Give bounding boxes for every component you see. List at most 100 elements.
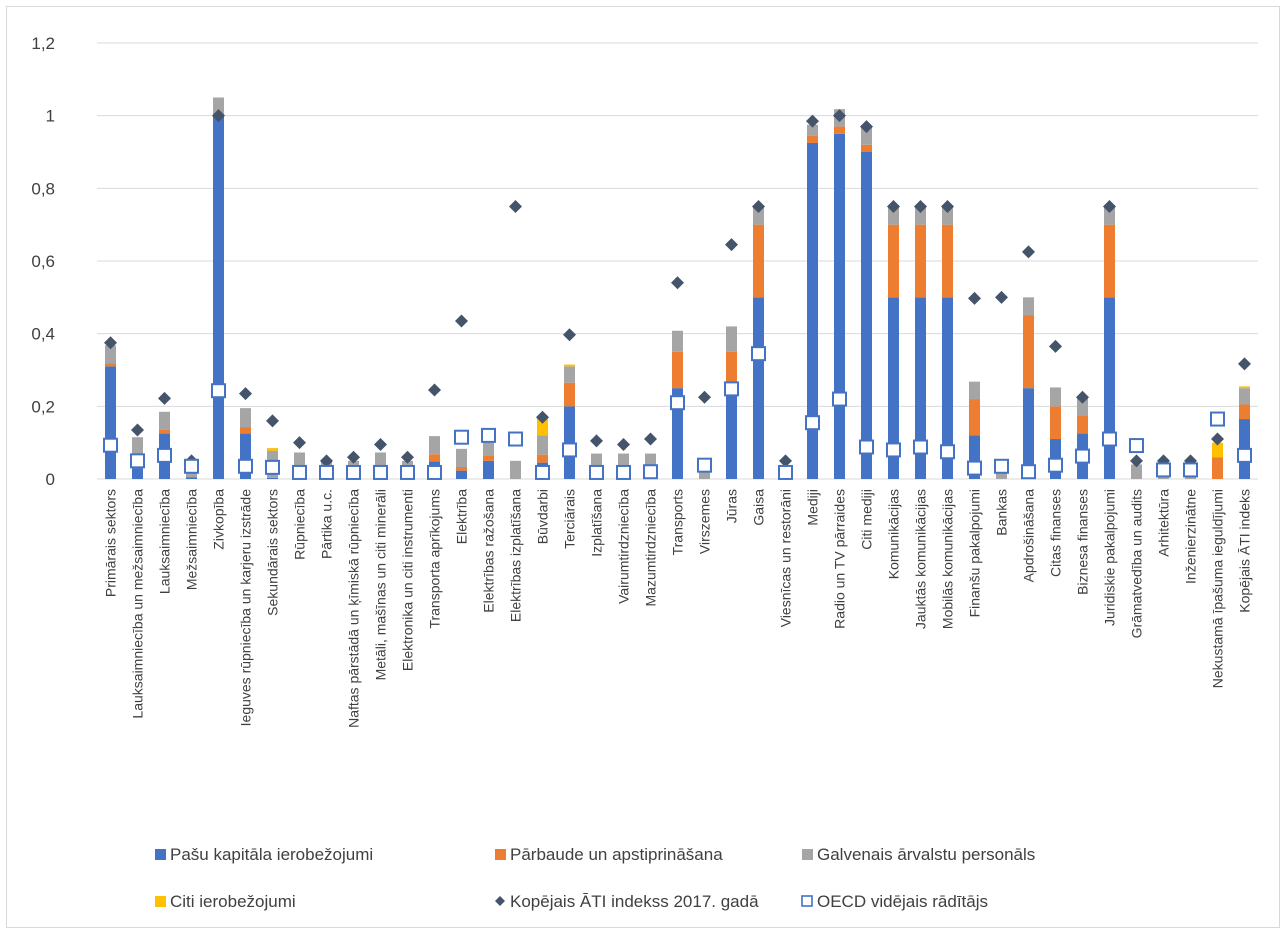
square-marker bbox=[481, 427, 496, 443]
legend-swatch bbox=[802, 849, 813, 860]
category-label: Grāmatvedība un audits bbox=[1129, 489, 1145, 638]
bar-segment bbox=[1104, 297, 1115, 479]
square-marker bbox=[697, 457, 712, 473]
square-marker bbox=[616, 464, 631, 480]
square-marker bbox=[967, 460, 982, 476]
bar-segment bbox=[186, 477, 197, 479]
bar-segment bbox=[1104, 224, 1115, 298]
category-label: Nekustamā īpašuma ieguldījumi bbox=[1210, 489, 1226, 688]
category-label: Jauktās komunikācijas bbox=[913, 489, 929, 629]
legend-swatch bbox=[801, 895, 813, 907]
category-label: Transporta aprīkojums bbox=[427, 489, 443, 629]
bar-segment bbox=[159, 411, 170, 430]
y-tick-label: 0,8 bbox=[31, 179, 55, 198]
category-label: Biznesa finanses bbox=[1075, 489, 1091, 595]
bar-segment bbox=[240, 433, 251, 479]
bar-segment bbox=[213, 97, 224, 116]
square-marker bbox=[292, 464, 307, 480]
bar-segment bbox=[564, 366, 575, 383]
diamond-marker bbox=[860, 120, 873, 134]
category-label: Metāli, mašīnas un citi minerāli bbox=[373, 489, 389, 680]
y-tick-label: 0 bbox=[46, 470, 55, 489]
chart-frame bbox=[6, 6, 1280, 928]
category-label: Elektrības ražošana bbox=[481, 489, 497, 613]
bar-segment bbox=[672, 351, 683, 389]
category-label: Pārtika u.c. bbox=[319, 489, 335, 559]
diamond-marker bbox=[509, 200, 522, 213]
square-marker bbox=[778, 464, 793, 480]
square-marker bbox=[1075, 448, 1090, 464]
bar-segment bbox=[456, 448, 467, 468]
bar-segment bbox=[915, 206, 926, 225]
bar-segment bbox=[1023, 297, 1034, 316]
bar-segment bbox=[456, 470, 467, 479]
category-label: Komunikācijas bbox=[886, 489, 902, 579]
bar-segment bbox=[672, 388, 683, 479]
bar-segment bbox=[699, 469, 710, 479]
square-marker bbox=[832, 391, 847, 407]
bar-segment bbox=[132, 468, 143, 479]
square-marker bbox=[643, 464, 658, 480]
diamond-marker bbox=[698, 390, 711, 404]
bar-segment bbox=[240, 427, 251, 434]
square-marker bbox=[1210, 411, 1225, 427]
bar-segment bbox=[888, 297, 899, 479]
bar-segment bbox=[105, 345, 116, 364]
category-label: Bankas bbox=[994, 489, 1010, 536]
diamond-marker bbox=[1049, 339, 1062, 353]
square-marker bbox=[940, 444, 955, 460]
square-marker bbox=[562, 442, 577, 458]
bar-segment bbox=[240, 408, 251, 428]
square-marker bbox=[724, 381, 739, 397]
bar-segment bbox=[429, 454, 440, 462]
bar-segment bbox=[1131, 464, 1142, 479]
square-marker bbox=[130, 453, 145, 469]
category-label: Lauksaimniecība un mežsaimniecība bbox=[130, 489, 146, 719]
legend-swatch bbox=[495, 896, 505, 906]
category-label: Mobilās komunikācijas bbox=[940, 489, 956, 629]
bar-segment bbox=[753, 297, 764, 479]
bar-segment bbox=[807, 135, 818, 143]
category-label: Finanšu pakalpojumi bbox=[967, 489, 983, 617]
category-label: Citas finanses bbox=[1048, 489, 1064, 577]
square-marker bbox=[238, 458, 253, 474]
legend-label: Citi ierobežojumi bbox=[170, 892, 296, 911]
category-label: Inženierzinātne bbox=[1183, 489, 1199, 584]
legend-label: Pašu kapitāla ierobežojumi bbox=[170, 845, 373, 864]
bar-segment bbox=[537, 435, 548, 455]
diamond-marker bbox=[563, 328, 576, 342]
category-label: Arhitektūra bbox=[1156, 489, 1172, 557]
square-marker bbox=[508, 431, 523, 447]
square-marker bbox=[427, 464, 442, 480]
bar-segment bbox=[105, 366, 116, 479]
bar-segment bbox=[1239, 388, 1250, 405]
square-marker bbox=[670, 395, 685, 411]
bar-segment bbox=[726, 388, 737, 479]
diamond-marker bbox=[1103, 200, 1116, 213]
square-marker bbox=[805, 415, 820, 431]
bar-segment bbox=[1023, 388, 1034, 479]
category-label: Mazumtirdzniecība bbox=[643, 489, 659, 607]
square-marker bbox=[1048, 457, 1063, 473]
bar-segment bbox=[915, 224, 926, 298]
bar-segment bbox=[1104, 206, 1115, 225]
square-marker bbox=[184, 458, 199, 474]
y-tick-label: 1,2 bbox=[31, 34, 55, 53]
category-label: Transports bbox=[670, 489, 686, 555]
category-label: Elektronika un citi instrumenti bbox=[400, 489, 416, 671]
square-marker bbox=[589, 464, 604, 480]
bar-segment bbox=[861, 144, 872, 152]
bar-segment bbox=[888, 206, 899, 225]
bar-segment bbox=[132, 437, 143, 469]
bar-segment bbox=[1212, 442, 1223, 458]
bar-segment bbox=[537, 454, 548, 463]
square-marker bbox=[1183, 462, 1198, 478]
category-label: Rūpniecība bbox=[292, 489, 308, 560]
bar-segment bbox=[483, 455, 494, 461]
bar-segment bbox=[969, 399, 980, 436]
square-marker bbox=[994, 458, 1009, 474]
diamond-marker bbox=[347, 450, 360, 464]
bar-segment bbox=[888, 224, 899, 298]
diamond-marker bbox=[779, 454, 792, 468]
bar-segment bbox=[1023, 315, 1034, 389]
